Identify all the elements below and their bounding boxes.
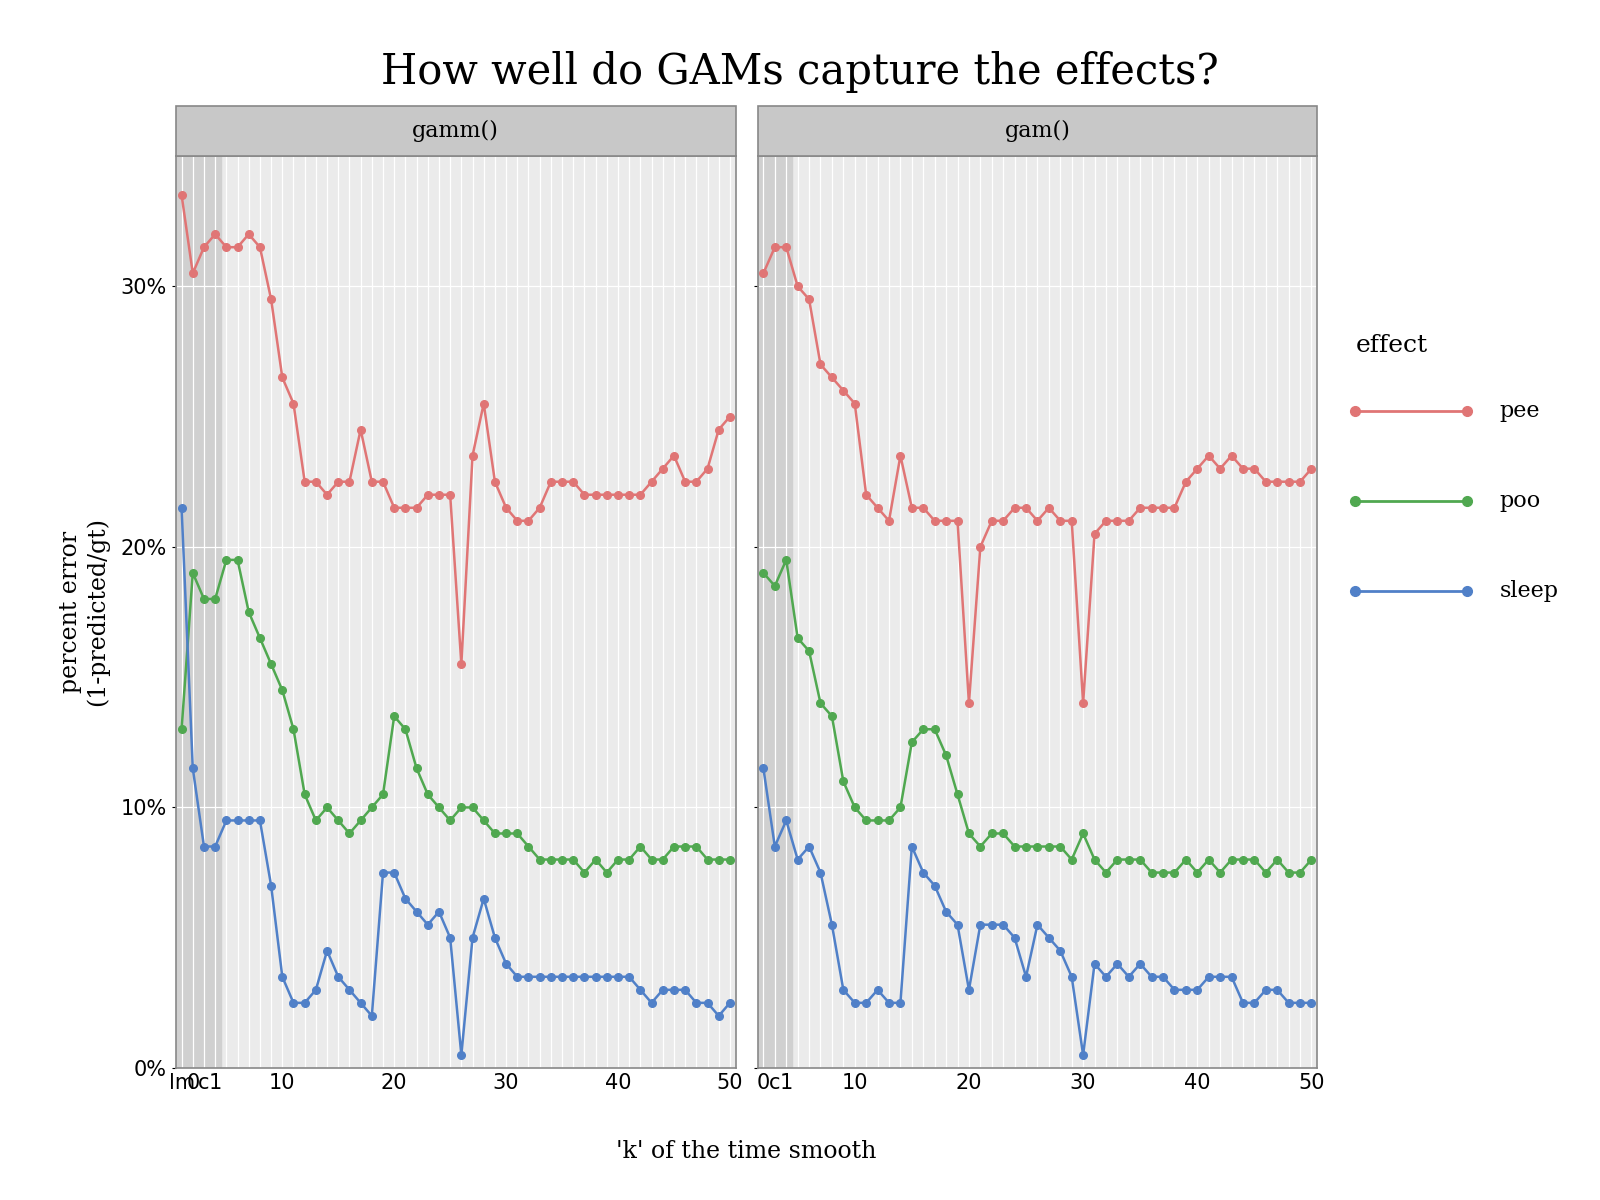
Text: How well do GAMs capture the effects?: How well do GAMs capture the effects?	[381, 50, 1219, 92]
Text: pee: pee	[1499, 401, 1539, 422]
Text: gamm(): gamm()	[413, 120, 499, 142]
Bar	[176, 156, 221, 1068]
Text: effect: effect	[1355, 335, 1427, 358]
Text: poo: poo	[1499, 491, 1541, 512]
Text: gam(): gam()	[1005, 120, 1070, 142]
Text: sleep: sleep	[1499, 581, 1558, 602]
Bar	[758, 156, 792, 1068]
Y-axis label: percent error
(1-predicted/gt): percent error (1-predicted/gt)	[59, 517, 110, 707]
Text: 'k' of the time smooth: 'k' of the time smooth	[616, 1140, 877, 1164]
